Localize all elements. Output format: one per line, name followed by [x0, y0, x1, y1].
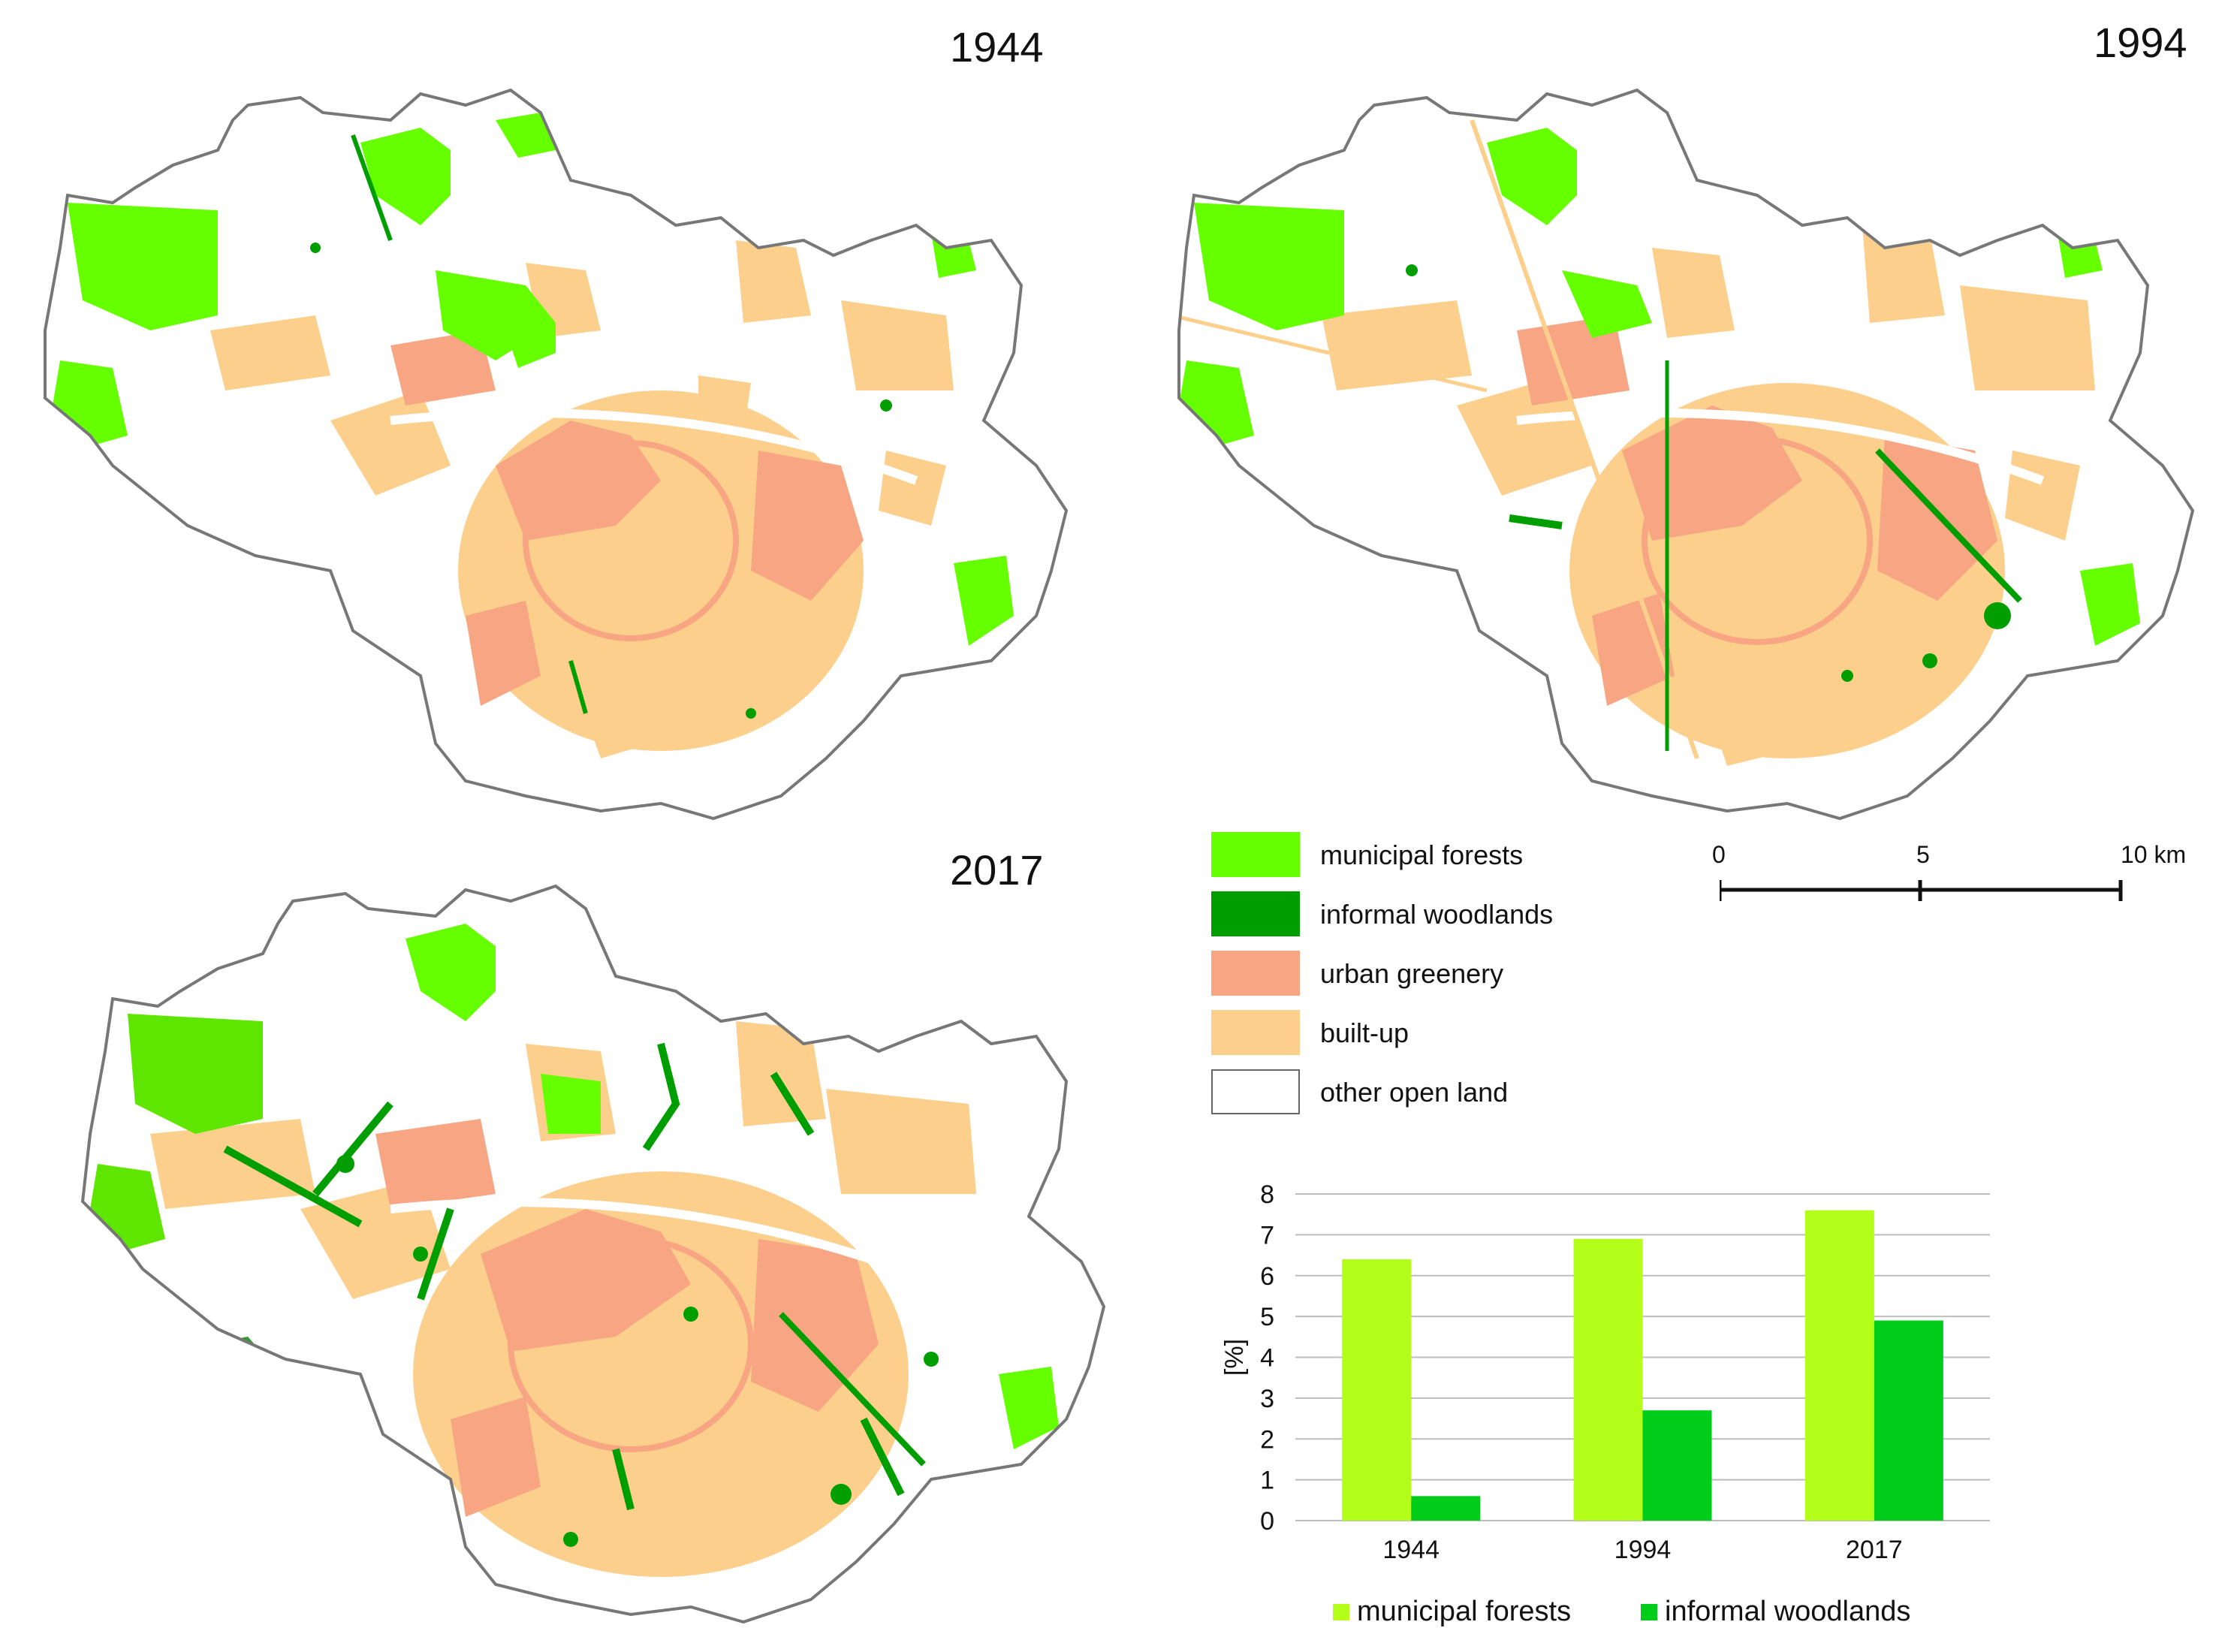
legend-label: informal woodlands: [1320, 899, 1554, 930]
bar-informal-woodlands-1944: [1411, 1496, 1481, 1521]
legend-swatch: [1211, 1069, 1300, 1114]
map-year-title: 1994: [2094, 19, 2187, 66]
legend-item: municipal forests: [1211, 832, 1737, 880]
legend-swatch: [1211, 832, 1300, 877]
map-2017: 2017: [0, 834, 1126, 1652]
scale-label-0: 0: [1712, 841, 1726, 868]
scale-label-5: 5: [1916, 841, 1930, 868]
y-tick-label: 7: [1260, 1221, 1274, 1250]
legend-item: informal woodlands: [1211, 891, 1737, 939]
legend-swatch: [1211, 951, 1300, 996]
chart-legend-swatch: [1333, 1603, 1349, 1620]
y-axis-label: [%]: [1220, 1339, 1249, 1376]
legend-label: urban greenery: [1320, 958, 1504, 989]
bar-informal-woodlands-1994: [1642, 1410, 1712, 1521]
legend-swatch: [1211, 1010, 1300, 1055]
map-year-title: 1944: [950, 23, 1044, 71]
scale-bar-line: [1720, 880, 2123, 901]
x-tick-label: 1944: [1382, 1536, 1440, 1564]
chart-legend-label: municipal forests: [1357, 1596, 1572, 1627]
chart-legend-swatch: [1641, 1603, 1657, 1620]
y-tick-label: 1: [1260, 1467, 1274, 1495]
bar-chart: 0 1 2 3 4 5 6 7 8 [%] 1944 1994 2017 municipal fores…: [1201, 1179, 2012, 1629]
scale-bar: 0 5 10 km: [1712, 841, 2187, 924]
legend-label: municipal forests: [1320, 840, 1524, 870]
y-tick-label: 3: [1260, 1385, 1274, 1413]
x-tick-label: 1994: [1614, 1536, 1672, 1564]
city-map-1994: [1177, 88, 2195, 821]
bar-municipal-forests-1994: [1573, 1238, 1643, 1521]
y-tick-label: 4: [1260, 1344, 1274, 1373]
y-tick-label: 0: [1260, 1507, 1274, 1536]
scale-label-10km: 10 km: [2121, 841, 2187, 868]
bar-chart-plot: 0 1 2 3 4 5 6 7 8 [%] 1944 1994 2017: [1220, 1180, 1990, 1564]
chart-legend-item: municipal forests: [1333, 1596, 1571, 1628]
map-1944: 1944: [0, 0, 1126, 834]
bar-municipal-forests-1944: [1342, 1259, 1412, 1521]
y-tick-label: 6: [1260, 1262, 1274, 1291]
bar-municipal-forests-2017: [1804, 1210, 1874, 1521]
city-map-2017: [80, 884, 1106, 1624]
legend-label: other open land: [1320, 1077, 1509, 1108]
legend-item: urban greenery: [1211, 951, 1737, 999]
map-year-title: 2017: [950, 846, 1044, 894]
chart-legend-item: informal woodlands: [1641, 1596, 1910, 1628]
chart-legend-label: informal woodlands: [1665, 1596, 1911, 1627]
y-tick-label: 2: [1260, 1425, 1274, 1454]
legend-swatch: [1211, 891, 1300, 936]
y-tick-label: 5: [1260, 1303, 1274, 1331]
bar-informal-woodlands-2017: [1874, 1320, 1943, 1521]
y-tick-label: 8: [1260, 1180, 1274, 1209]
legend-item: other open land: [1211, 1069, 1737, 1117]
legend-item: built-up: [1211, 1010, 1737, 1058]
map-1994: 1994: [1171, 0, 2231, 826]
x-tick-label: 2017: [1846, 1536, 1903, 1564]
city-map-1944: [44, 88, 1069, 821]
legend-label: built-up: [1320, 1017, 1409, 1048]
